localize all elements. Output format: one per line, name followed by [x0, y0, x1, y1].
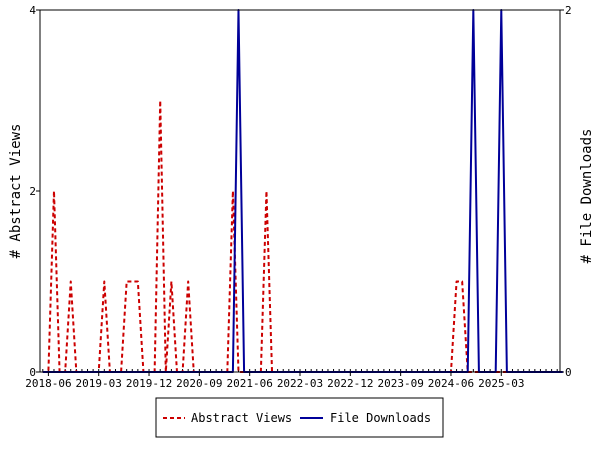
x-tick-label: 2019-12 — [126, 377, 172, 390]
plot-area — [40, 10, 560, 372]
x-ticks: 2018-06 2019-03 2019-12 2020-09 2021-06 2022-… — [25, 372, 524, 390]
y-left-ticks: 0 2 4 — [29, 4, 40, 379]
y-right-axis-title: # File Downloads — [579, 129, 595, 264]
legend-label-file-downloads: File Downloads — [330, 411, 431, 425]
legend: Abstract Views File Downloads — [155, 397, 444, 438]
y-left-tick-label: 2 — [29, 185, 36, 198]
legend-label-abstract-views: Abstract Views — [191, 411, 292, 425]
y-right-ticks: 02 — [560, 4, 572, 379]
x-tick-label: 2024-06 — [428, 377, 474, 390]
x-tick-label: 2023-09 — [377, 377, 423, 390]
x-tick-label: 2018-06 — [25, 377, 71, 390]
x-tick-label: 2021-06 — [226, 377, 272, 390]
x-tick-label: 2025-03 — [478, 377, 524, 390]
x-tick-label: 2019-03 — [76, 377, 122, 390]
legend-box — [155, 397, 444, 438]
y-right-tick-label: 2 — [565, 4, 572, 17]
y-right-tick-label: 0 — [565, 366, 572, 379]
x-tick-label: 2022-03 — [277, 377, 323, 390]
x-tick-label: 2022-12 — [327, 377, 373, 390]
y-left-axis-title: # Abstract Views — [8, 124, 24, 259]
x-tick-label: 2020-09 — [176, 377, 222, 390]
y-left-tick-label: 4 — [29, 4, 36, 17]
y-left-tick-label: 0 — [29, 366, 36, 379]
